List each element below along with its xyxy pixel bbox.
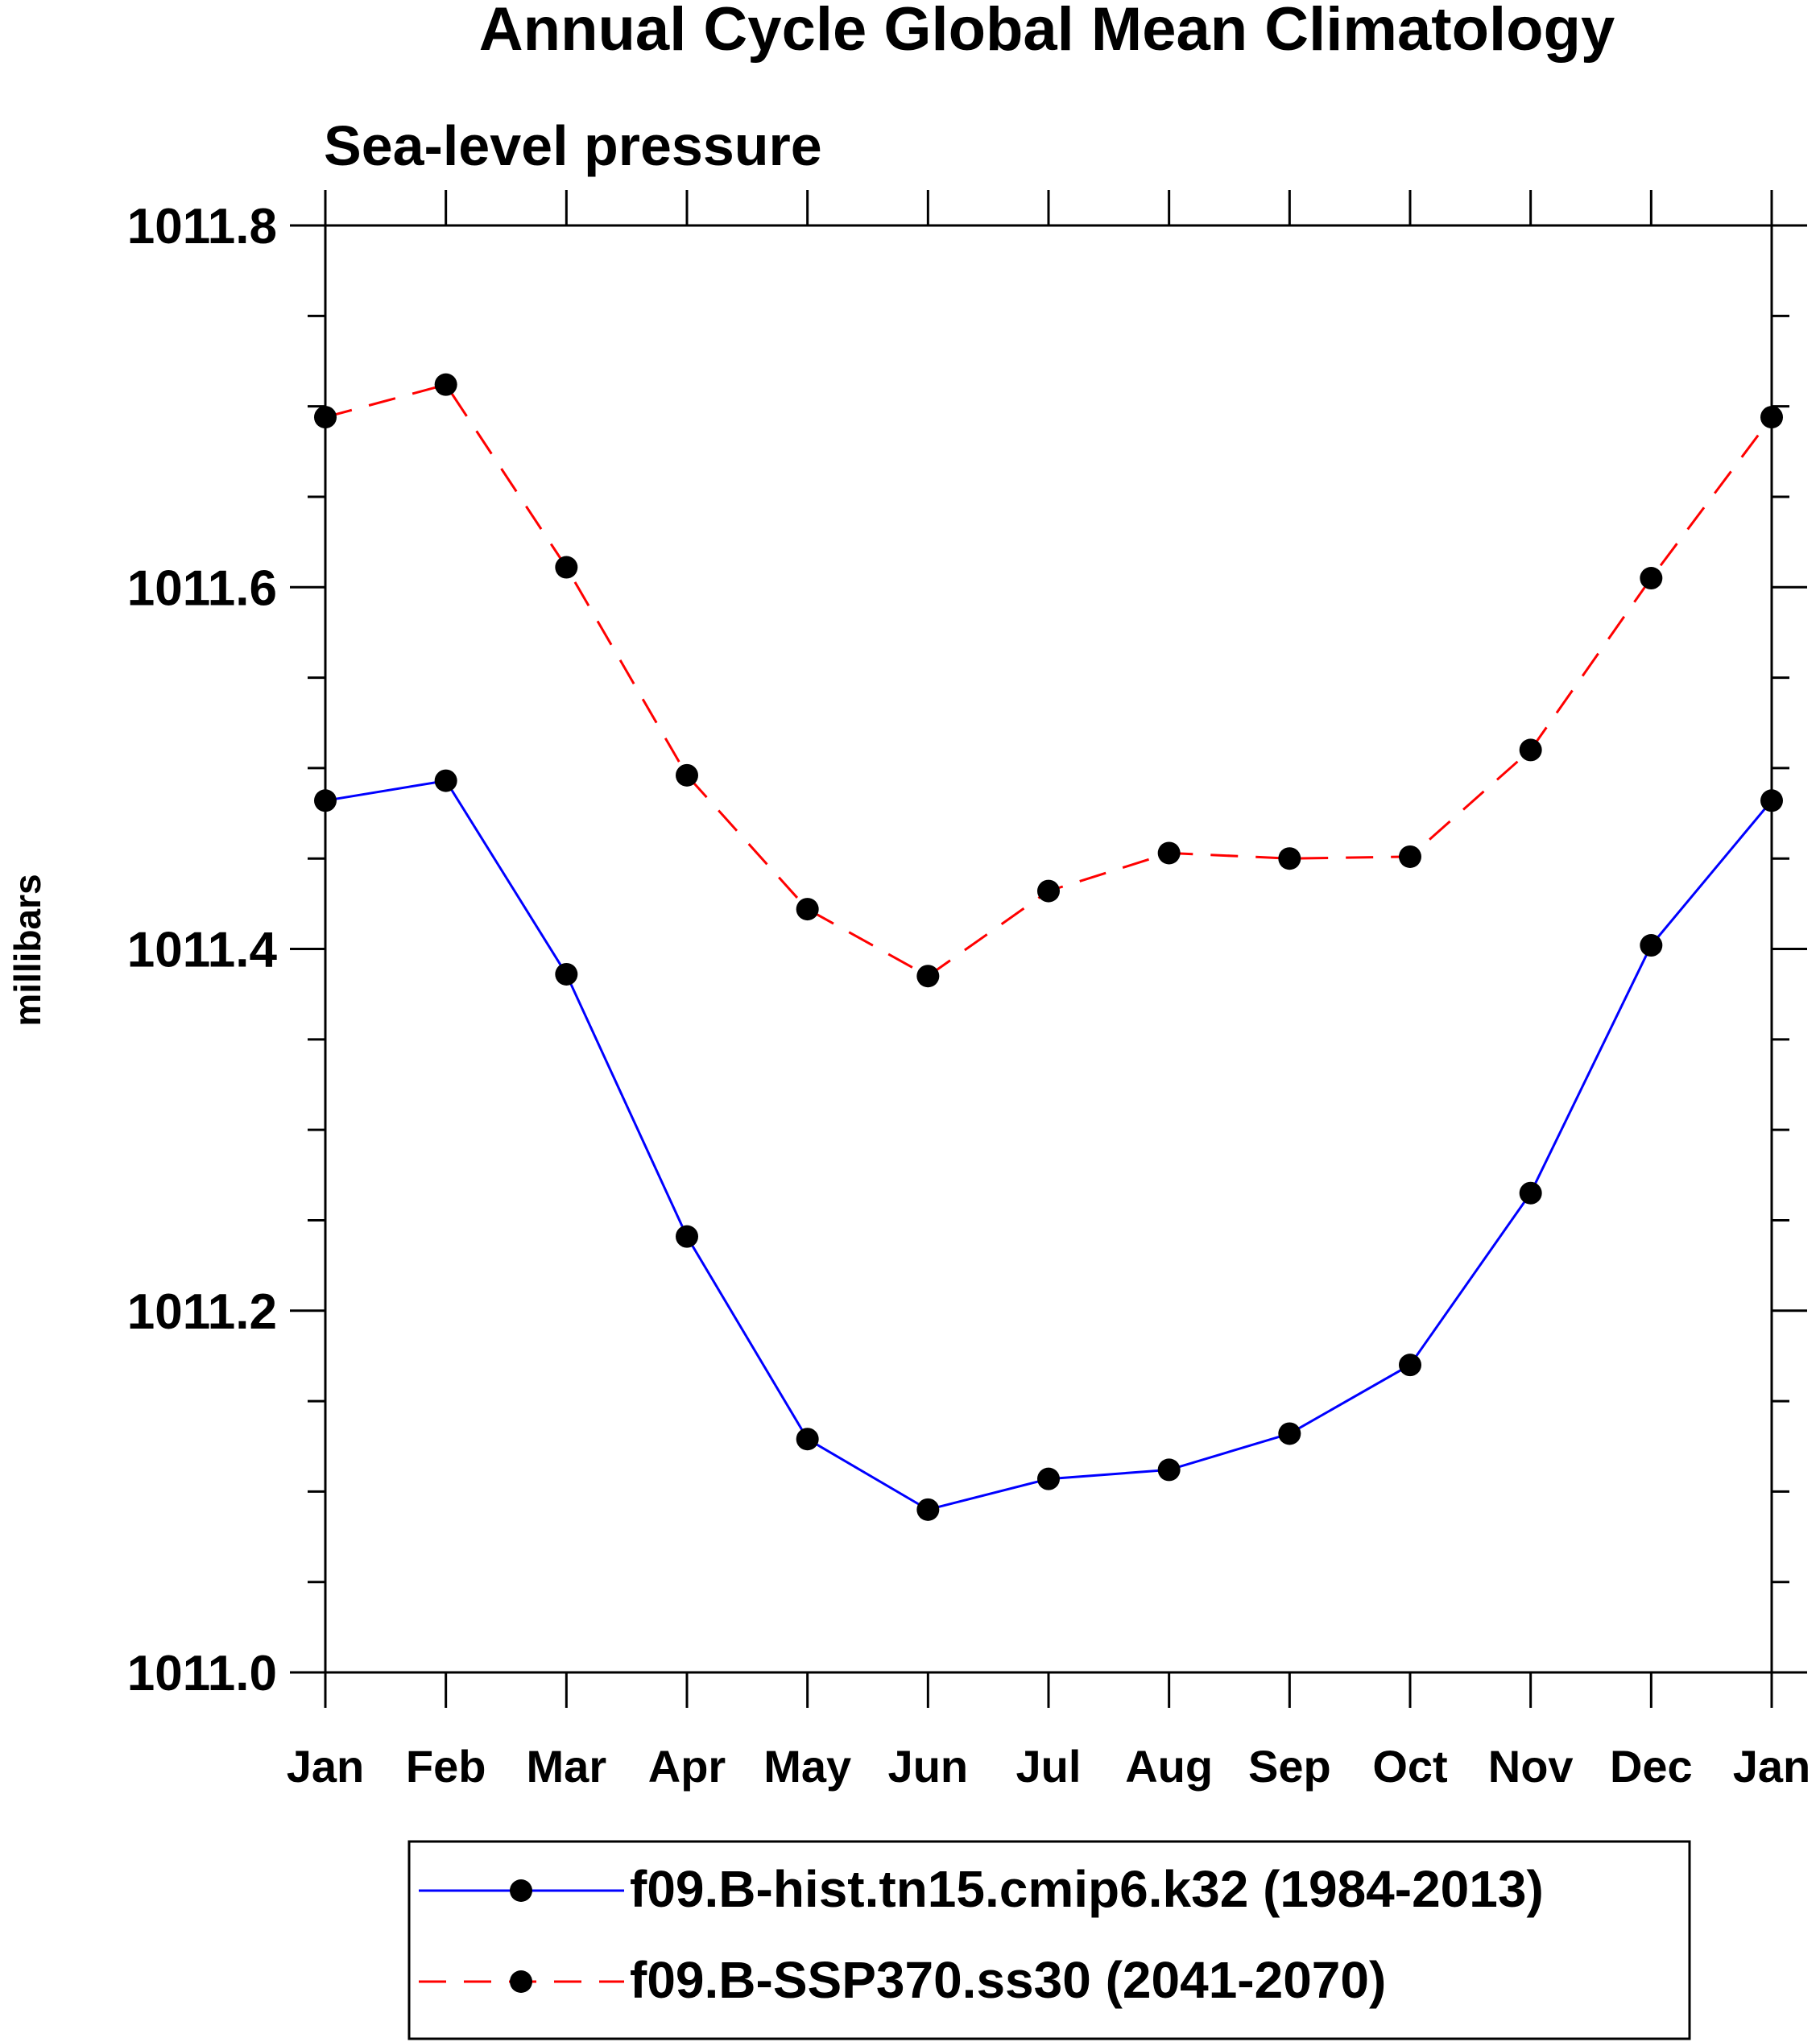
x-tick-label: May — [763, 1741, 851, 1792]
x-tick-label: Oct — [1372, 1741, 1447, 1792]
legend-box — [407, 1840, 1691, 2040]
data-point-marker — [1278, 1422, 1301, 1445]
data-point-marker — [434, 769, 457, 792]
x-tick-label: Jun — [888, 1741, 969, 1792]
data-point-marker — [314, 789, 337, 812]
data-point-marker — [1760, 406, 1783, 429]
data-point-marker — [1399, 845, 1421, 868]
data-point-marker — [314, 406, 337, 429]
y-axis-ticks: 1011.0 1011.2 1011.4 1011.6 1011.8 — [127, 199, 1807, 1701]
x-tick-label: Dec — [1610, 1741, 1693, 1792]
y-tick-label: 1011.6 — [127, 560, 277, 616]
data-point-marker — [434, 373, 457, 396]
series-layer — [314, 373, 1783, 1521]
data-point-marker — [1037, 1467, 1060, 1490]
chart-title: Annual Cycle Global Mean Climatology — [479, 0, 1615, 64]
y-tick-label: 1011.0 — [127, 1646, 277, 1701]
x-tick-label: Mar — [527, 1741, 607, 1792]
x-tick-label: Feb — [406, 1741, 486, 1792]
data-point-marker — [1519, 1181, 1542, 1205]
data-point-marker — [1760, 789, 1783, 812]
data-point-marker — [1640, 567, 1663, 590]
data-point-marker — [1157, 1458, 1181, 1482]
x-tick-label: Jul — [1016, 1741, 1082, 1792]
data-point-marker — [676, 763, 698, 787]
data-point-marker — [916, 965, 940, 988]
legend-label-ssp: f09.B-SSP370.ss30 (2041-2070) — [630, 1951, 1386, 2009]
x-tick-label: Nov — [1488, 1741, 1574, 1792]
data-point-marker — [1519, 738, 1542, 762]
data-point-marker — [916, 1498, 940, 1521]
data-point-marker — [796, 898, 819, 921]
data-point-marker — [796, 1428, 819, 1451]
y-tick-label: 1011.8 — [127, 199, 277, 254]
x-tick-label: Jan — [287, 1741, 365, 1792]
x-tick-label: Apr — [648, 1741, 726, 1792]
data-point-marker — [1037, 879, 1060, 903]
legend: f09.B-hist.tn15.cmip6.k32 (1984-2013) f0… — [407, 1840, 1691, 2040]
data-point-marker — [555, 556, 578, 579]
x-tick-label: Aug — [1125, 1741, 1213, 1792]
y-tick-label: 1011.4 — [127, 923, 278, 978]
data-point-marker — [1278, 847, 1301, 870]
legend-label-hist: f09.B-hist.tn15.cmip6.k32 (1984-2013) — [630, 1860, 1544, 1918]
legend-marker-hist — [510, 1879, 532, 1902]
data-point-marker — [1399, 1354, 1421, 1377]
chart-subtitle: Sea-level pressure — [324, 114, 822, 177]
x-axis-ticks: Jan Feb Mar Apr May Jun Jul Aug Sep Oct Nov Dec Jan — [287, 190, 1811, 1792]
x-tick-label: Jan — [1733, 1741, 1811, 1792]
data-point-marker — [676, 1225, 698, 1248]
legend-marker-ssp — [510, 1970, 532, 1993]
data-point-marker — [555, 962, 578, 986]
y-tick-label: 1011.2 — [127, 1284, 277, 1340]
y-axis-label: millibars — [6, 874, 48, 1026]
x-tick-label: Sep — [1248, 1741, 1331, 1792]
data-point-marker — [1640, 934, 1663, 957]
data-point-marker — [1157, 841, 1181, 865]
plot-frame — [324, 224, 1773, 1674]
plot-axes — [324, 224, 1773, 1674]
